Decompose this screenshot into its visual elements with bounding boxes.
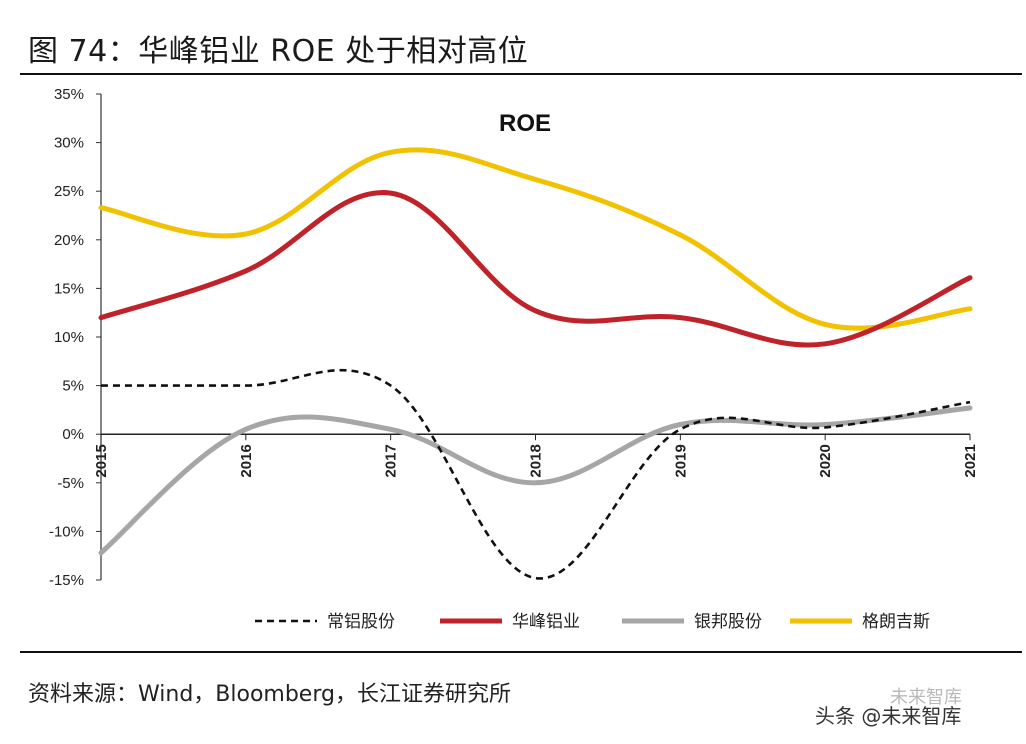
y-tick-label: 5% [62,378,84,395]
x-tick-label: 2019 [672,444,689,477]
title-rule [20,73,1022,75]
watermark-ghost: 未来智库 [890,687,962,708]
series-layer [98,147,973,580]
chart-axes: 35% 30% 25% 20% 15% 10% 5% 0% -5% -10% -15% 2015 201… [49,86,979,589]
y-tick-label: 30% [54,135,84,152]
series-line-2 [98,190,973,348]
legend-label: 华峰铝业 [512,612,580,632]
x-tick-label: 2020 [817,444,834,477]
y-tick-label: -15% [49,572,84,589]
legend-label: 常铝股份 [327,612,395,632]
legend-label: 格朗吉斯 [862,612,930,632]
figure-title: 图 74：华峰铝业 ROE 处于相对高位 [28,34,529,69]
x-tick-label: 2018 [528,444,545,477]
y-tick-label: -5% [57,475,84,492]
series-line-4 [98,147,973,331]
x-tick-label: 2015 [93,444,110,477]
y-tick-label: 20% [54,232,84,249]
legend: 常铝股份 华峰铝业 银邦股份 格朗吉斯 [255,612,930,632]
y-tick-label: 35% [54,86,84,103]
x-tick-label: 2016 [238,444,255,477]
roe-line-chart: 35% 30% 25% 20% 15% 10% 5% 0% -5% -10% -15% 2015 201… [49,86,979,632]
y-tick-label: 10% [54,329,84,346]
y-tick-label: 15% [54,280,84,297]
y-tick-label: 0% [62,426,84,443]
x-tick-label: 2021 [962,444,979,477]
source-note: 资料来源：Wind，Bloomberg，长江证券研究所 [28,682,511,707]
y-tick-label: 25% [54,183,84,200]
source-rule [20,651,1022,653]
chart-title: ROE [499,110,551,137]
y-tick-label: -10% [49,523,84,540]
x-tick-label: 2017 [383,444,400,477]
series-line-3 [98,405,973,556]
series-line-1 [101,368,971,580]
legend-label: 银邦股份 [694,612,762,632]
watermark: 头条 @未来智库 [815,704,962,728]
